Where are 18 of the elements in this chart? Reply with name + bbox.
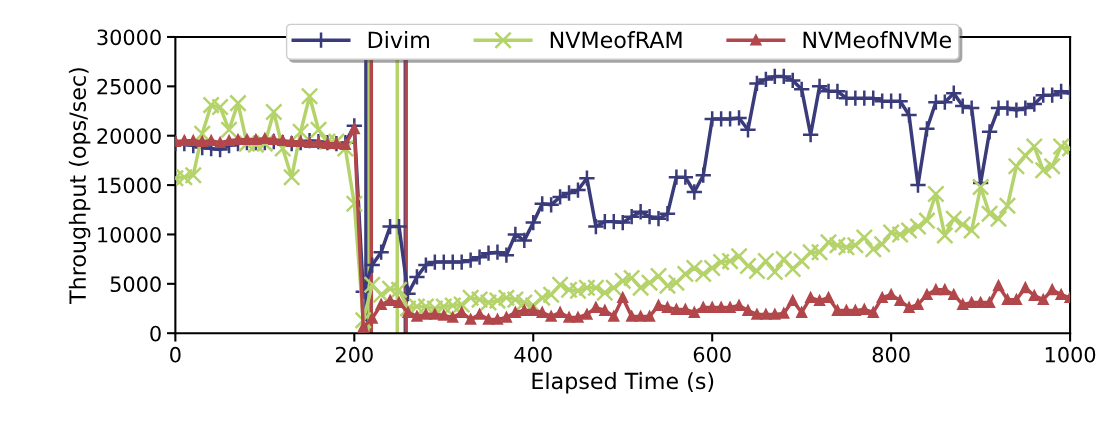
legend-label: NVMeofNVMe xyxy=(803,31,951,49)
x-tick-label: 600 xyxy=(693,346,731,363)
x-axis-title: Elapsed Time (s) xyxy=(532,372,714,394)
x-tick-label: 400 xyxy=(514,346,552,363)
y-tick-label: 20000 xyxy=(97,128,161,144)
y-axis-title: Throughput (ops/sec) xyxy=(68,68,91,305)
y-tick-label: 15000 xyxy=(98,177,161,194)
x-tick-label: 1000 xyxy=(1045,346,1096,363)
x-tick-label: 200 xyxy=(335,346,373,363)
y-tick-label: 0 xyxy=(150,325,161,342)
legend-label: NVMeofRAM xyxy=(550,31,682,49)
y-tick-label: 5000 xyxy=(110,276,161,293)
y-tick-label: 25000 xyxy=(97,78,161,95)
x-tick-label: 0 xyxy=(170,346,181,363)
y-tick-label: 10000 xyxy=(98,226,161,243)
x-tick-label: 800 xyxy=(872,346,910,363)
legend-label: Divim xyxy=(368,31,429,48)
y-tick-label: 30000 xyxy=(97,29,161,46)
